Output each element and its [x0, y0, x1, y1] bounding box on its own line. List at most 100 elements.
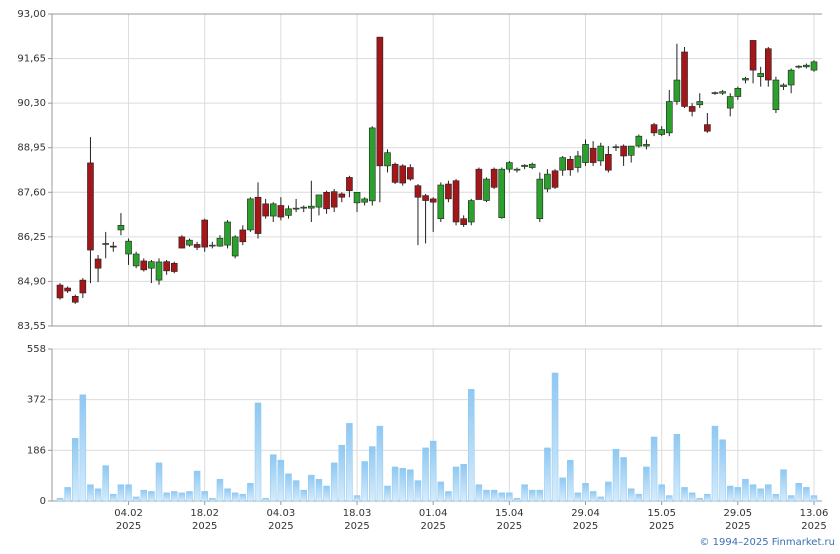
candle-body: [71, 295, 79, 303]
candle-body: [803, 64, 810, 68]
y-tick-label: 86,25: [17, 232, 46, 243]
volume-bar: [803, 487, 810, 502]
candle-body: [429, 198, 437, 203]
candle-body: [155, 261, 163, 281]
candle-body: [231, 236, 239, 257]
y-tick-label: 90,30: [17, 98, 46, 109]
volume-bar: [536, 489, 544, 502]
volume-bar: [765, 484, 772, 502]
candle-body: [399, 165, 407, 184]
volume-bar: [353, 495, 361, 502]
volume-bar: [498, 492, 505, 502]
candle-body: [247, 198, 254, 231]
x-tick-label: 18.03: [343, 508, 372, 519]
candle-body: [483, 178, 490, 201]
volume-bar: [315, 478, 323, 502]
x-tick-label: 29.05: [724, 508, 753, 519]
volume-bar: [460, 463, 467, 502]
volume-bar: [704, 493, 711, 502]
volume-bar: [79, 394, 87, 502]
candle-body: [186, 239, 193, 246]
volume-bar: [56, 498, 64, 502]
volume-bar: [734, 487, 742, 502]
candle-body: [452, 180, 460, 223]
volume-bar: [719, 439, 726, 502]
candle-body: [551, 170, 559, 188]
x-tick-year: 2025: [344, 521, 369, 532]
candle-body: [323, 191, 330, 210]
candle-body: [193, 244, 201, 248]
volume-bar: [521, 484, 528, 502]
volume-bar: [673, 434, 681, 502]
candle-body: [475, 168, 483, 200]
volume-bar: [391, 466, 399, 502]
y-tick-label: 91,65: [17, 54, 46, 65]
candle-body: [422, 195, 429, 201]
y-tick-label: 372: [27, 395, 46, 406]
footer[interactable]: © 1994–2025 Finmarket.ru: [699, 537, 835, 548]
volume-bar: [658, 484, 665, 502]
candle-body: [460, 218, 467, 225]
y-tick-label: 87,60: [17, 187, 46, 198]
volume-bar: [643, 466, 650, 502]
y-tick-label: 83,55: [17, 321, 46, 332]
candle-body: [757, 73, 764, 78]
volume-bar: [346, 423, 353, 502]
candle-body: [574, 155, 582, 168]
volume-bar: [597, 496, 604, 502]
volume-bar: [612, 448, 620, 502]
volume-bar: [361, 461, 368, 502]
candle-body: [589, 148, 597, 163]
x-tick-year: 2025: [801, 521, 826, 532]
volume-bar: [224, 488, 231, 502]
candle-body: [528, 163, 536, 168]
x-tick-label: 15.05: [647, 508, 676, 519]
x-tick-year: 2025: [268, 521, 293, 532]
x-tick-label: 04.03: [267, 508, 296, 519]
volume-bar: [452, 466, 460, 502]
candle-body: [277, 205, 285, 218]
volume-bar: [711, 425, 719, 502]
volume-bar: [163, 492, 170, 502]
volume-bar: [384, 485, 391, 502]
candle-body: [544, 173, 551, 190]
candle-body: [170, 262, 178, 272]
volume-bar: [247, 483, 254, 502]
volume-bar: [186, 491, 193, 502]
volume-bar: [292, 480, 300, 502]
x-tick-label: 15.04: [495, 508, 524, 519]
y-tick-label: 88,95: [17, 143, 46, 154]
volume-bar: [399, 468, 406, 502]
volume-bar: [87, 484, 94, 502]
candle-body: [64, 287, 71, 292]
volume-bar: [742, 478, 749, 502]
volume-bar: [270, 454, 277, 502]
candle-body: [620, 145, 627, 157]
candle-body: [102, 243, 109, 245]
candle-body: [597, 145, 605, 162]
x-tick-label: 01.04: [419, 508, 448, 519]
volume-bar: [140, 489, 148, 502]
candle-body: [513, 168, 521, 171]
candle-body: [94, 258, 102, 269]
volume-bar: [666, 495, 673, 502]
volume-bar: [490, 489, 498, 502]
volume-bar: [574, 492, 582, 502]
volume-bar: [110, 493, 117, 502]
volume-bar: [285, 473, 292, 502]
candle-body: [163, 261, 170, 272]
x-tick-year: 2025: [649, 521, 674, 532]
volume-bar: [681, 487, 688, 502]
volume-bar: [506, 492, 513, 502]
volume-bar: [125, 484, 132, 502]
x-tick-year: 2025: [497, 521, 522, 532]
volume-bar: [757, 488, 764, 502]
candle-body: [224, 221, 231, 246]
volume-bar: [528, 489, 536, 502]
candle-body: [148, 261, 155, 269]
candle-body: [209, 244, 216, 247]
candle-body: [673, 79, 681, 102]
x-tick-label: 04.02: [114, 508, 143, 519]
y-tick-label: 93,00: [17, 9, 46, 20]
